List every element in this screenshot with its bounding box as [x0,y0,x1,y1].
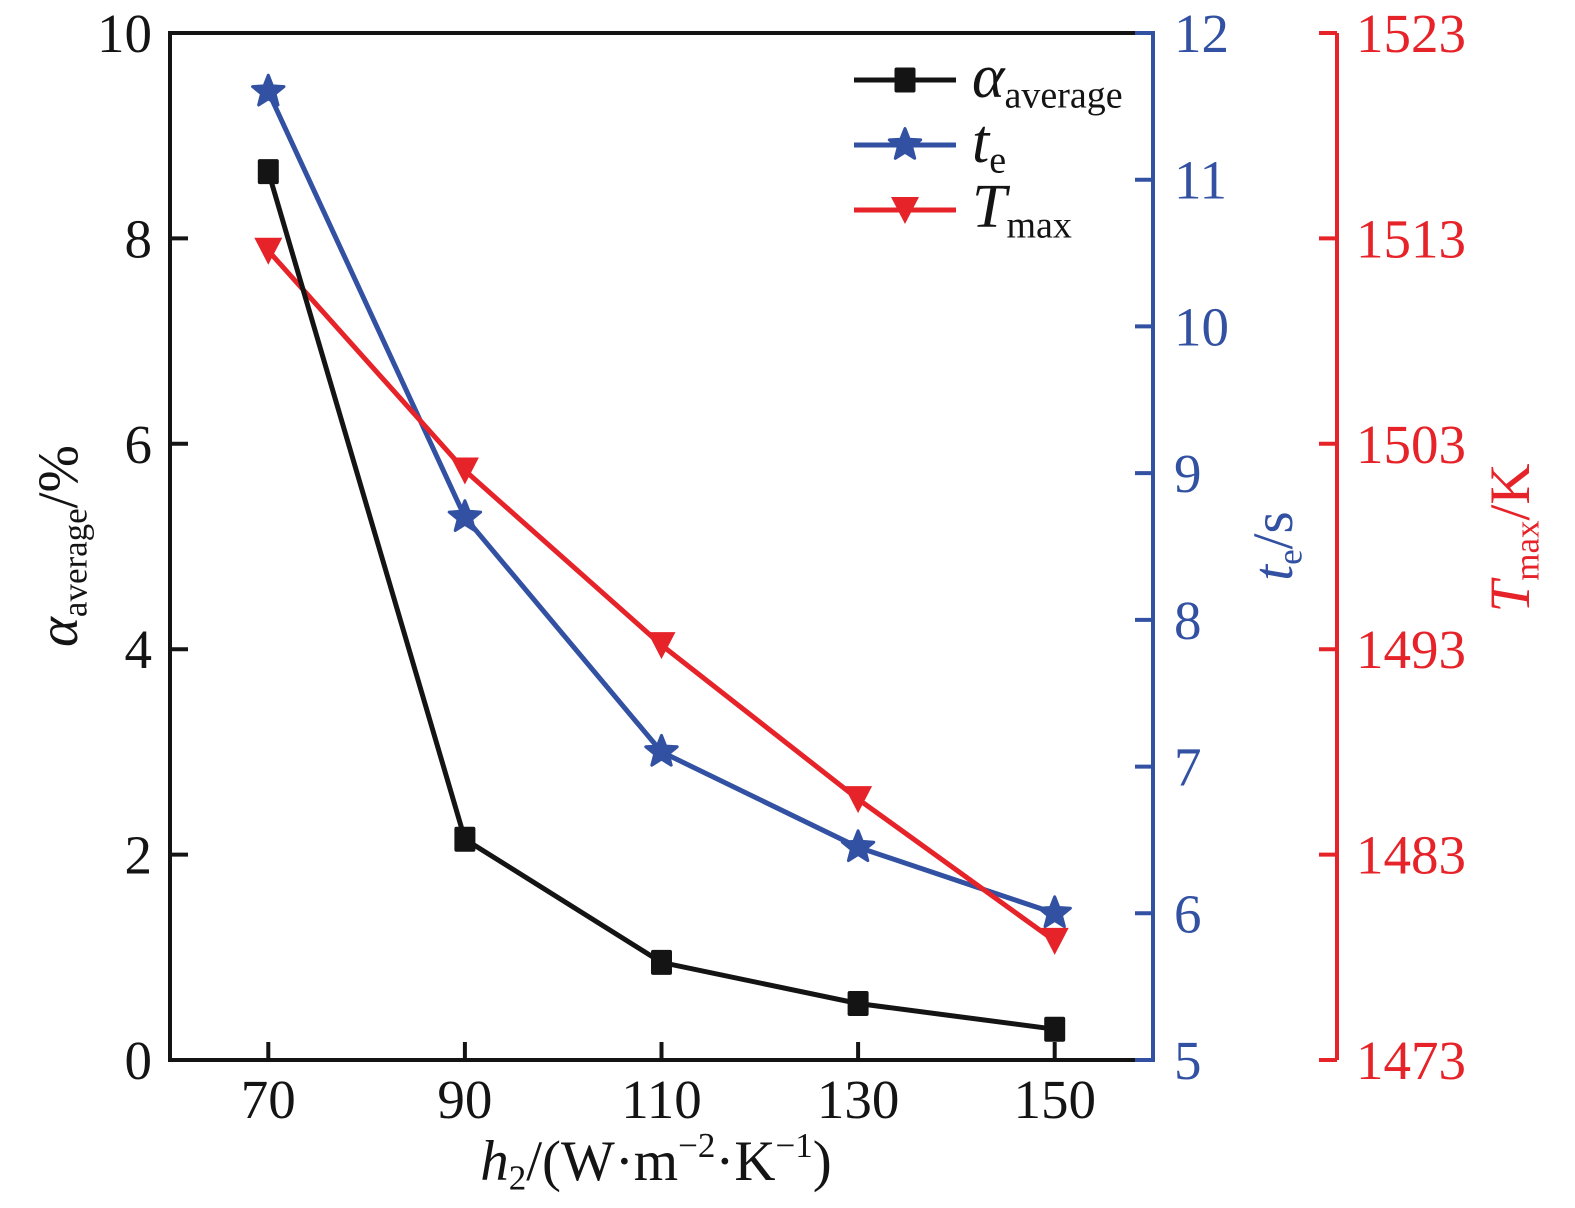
marker-tmax-0 [254,237,283,265]
x-tick-label: 70 [241,1069,296,1130]
series-line-alpha-average [265,170,1056,1032]
y-tick-label: 0 [125,1030,153,1091]
marker-tmax-4 [1040,927,1069,955]
legend-marker-tmax [891,197,919,224]
y-axis-tmax-title: Tmax/K [1479,464,1547,613]
marker-te-2 [644,733,679,767]
axes [168,31,1339,1062]
y-tick-label: 6 [1174,883,1202,944]
marker-tmax-3 [844,786,873,814]
marker-alpha-average-1 [454,826,476,852]
y-tick-label: 9 [1174,443,1202,504]
y-tick-label: 1483 [1356,825,1466,886]
marker-alpha-average-0 [257,159,279,185]
series [251,73,1072,1042]
y-axis-tmax: 1473 1483 1493 1503 1513 1523 [1319,3,1466,1091]
marker-alpha-average-2 [651,949,672,975]
x-tick-label: 110 [621,1069,701,1130]
x-tick-label: 150 [1013,1069,1096,1130]
y-tick-label: 11 [1174,150,1227,211]
legend-label-te: te [972,108,1006,182]
y-tick-label: 1503 [1356,414,1466,475]
legend-item-alpha-average: αaverage [854,43,1123,117]
legend-item-tmax: Tmax [854,173,1072,247]
legend-marker-alpha-average [894,67,916,93]
y-tick-label: 1493 [1356,619,1466,680]
y-tick-label: 8 [125,208,153,269]
marker-te-0 [251,73,286,107]
marker-te-1 [447,499,483,532]
y-tick-label: 10 [97,3,152,64]
y-tick-label: 12 [1174,3,1229,64]
y-axis-alpha: 0 2 4 6 8 10 [97,3,188,1091]
y-axis-alpha-title-text: αaverage/% [27,445,95,647]
x-tick-label: 130 [817,1069,900,1130]
legend-label-alpha-average: αaverage [972,43,1123,117]
y-tick-label: 10 [1174,296,1229,357]
legend-item-te: te [854,108,1006,182]
series-line-te [266,90,1056,916]
y-tick-label: 6 [125,414,153,475]
marker-tmax-2 [647,632,676,660]
y-tick-label: 8 [1174,590,1202,651]
y-axis-te-title-text: te/s [1242,511,1310,580]
y-tick-label: 2 [125,825,153,886]
y-tick-label: 5 [1174,1030,1202,1091]
marker-alpha-average-3 [847,991,869,1017]
marker-te-3 [840,829,876,863]
marker-te-4 [1037,895,1072,929]
y-tick-label: 1473 [1356,1030,1466,1091]
y-tick-label: 7 [1174,737,1202,798]
y-axis-tmax-title-text: Tmax/K [1479,464,1547,613]
y-axis-te-title: te/s [1242,511,1310,580]
y-tick-label: 1513 [1356,208,1466,269]
y-axis-te: 5 6 7 8 9 10 11 12 [1135,3,1229,1091]
x-axis-title: h2/(W·m−2·K−1) [480,1126,832,1198]
y-tick-label: 1523 [1356,3,1466,64]
x-axis-title-text: h2/(W·m−2·K−1) [480,1126,832,1198]
x-axis: 70 90 110 130 150 [241,1042,1096,1130]
y-tick-label: 4 [125,619,153,680]
marker-tmax-1 [450,457,479,485]
legend-marker-te [887,127,923,160]
y-axis-alpha-title: αaverage/% [27,445,95,647]
series-line-tmax [266,249,1057,943]
legend-label-tmax: Tmax [972,173,1072,247]
x-tick-label: 90 [437,1069,492,1130]
marker-alpha-average-4 [1044,1016,1066,1042]
